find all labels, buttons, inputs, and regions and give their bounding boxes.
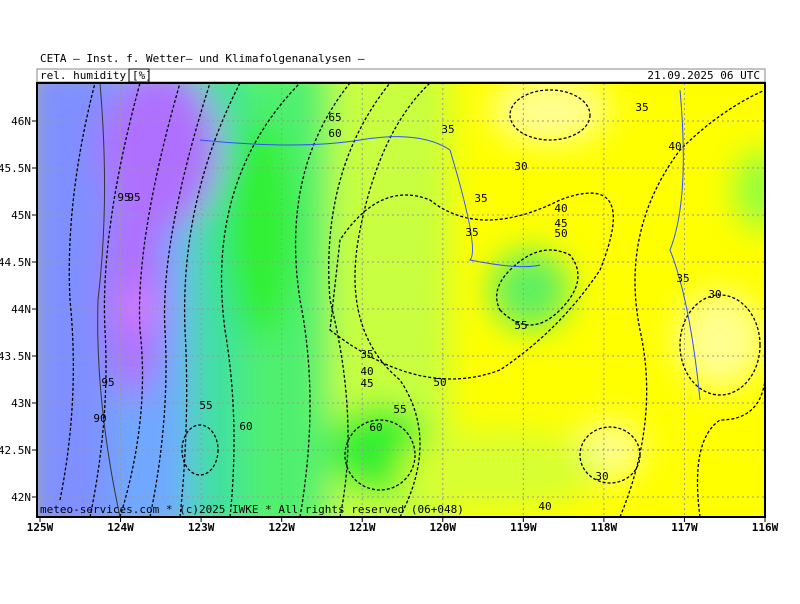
lat-label: 46N xyxy=(11,115,31,128)
lat-label: 42.5N xyxy=(0,444,31,457)
contour-label: 60 xyxy=(369,421,382,434)
contour-label: 90 xyxy=(93,412,106,425)
lon-label: 120W xyxy=(430,521,457,534)
contour-label: 60 xyxy=(239,420,252,433)
contour-label: 30 xyxy=(708,288,721,301)
lon-label: 125W xyxy=(27,521,54,534)
lon-label: 117W xyxy=(671,521,698,534)
contour-label: 65 xyxy=(328,111,341,124)
contour-label: 95 xyxy=(101,376,114,389)
lat-label: 45N xyxy=(11,209,31,222)
lat-label: 44N xyxy=(11,303,31,316)
contour-label: 60 xyxy=(328,127,341,140)
contour-label: 30 xyxy=(514,160,527,173)
contour-label: 55 xyxy=(199,399,212,412)
contour-label: 40 xyxy=(554,202,567,215)
contour-label: 95 xyxy=(117,191,130,204)
contour-label: 35 xyxy=(441,123,454,136)
lon-label: 116W xyxy=(752,521,779,534)
contour-label: 45 xyxy=(554,217,567,230)
contour-label: 35 xyxy=(465,226,478,239)
header-title: CETA – Inst. f. Wetter– und Klimafolgena… xyxy=(40,52,365,65)
map-frame xyxy=(36,82,766,518)
lon-label: 122W xyxy=(268,521,295,534)
lon-label: 118W xyxy=(591,521,618,534)
contour-label: 45 xyxy=(360,377,373,390)
contour-label: 35 xyxy=(360,348,373,361)
contour-label: 55 xyxy=(514,319,527,332)
contour-label: 30 xyxy=(595,470,608,483)
lon-label: 119W xyxy=(510,521,537,534)
contour-label: 50 xyxy=(554,227,567,240)
contour-label: 95 xyxy=(127,191,140,204)
copyright: meteo-services.com * (c)2025 IWKE * All … xyxy=(40,503,464,516)
lon-label: 123W xyxy=(188,521,215,534)
lat-label: 44.5N xyxy=(0,256,31,269)
contour-label: 35 xyxy=(676,272,689,285)
contour-label: 35 xyxy=(474,192,487,205)
contour-label: 35 xyxy=(635,101,648,114)
contour-label: 50 xyxy=(433,376,446,389)
lat-label: 45.5N xyxy=(0,162,31,175)
unit: [%] xyxy=(132,69,152,82)
lon-label: 124W xyxy=(107,521,134,534)
grid xyxy=(37,83,765,517)
lat-label: 43N xyxy=(11,397,31,410)
contour-label: 40 xyxy=(360,365,373,378)
contour-label: 55 xyxy=(393,403,406,416)
variable: rel. humidity xyxy=(40,69,126,82)
datetime: 21.09.2025 06 UTC xyxy=(647,69,760,82)
contour-label: 40 xyxy=(538,500,551,513)
lon-label: 121W xyxy=(349,521,376,534)
contour-label: 40 xyxy=(668,140,681,153)
lat-label: 43.5N xyxy=(0,350,31,363)
lat-label: 42N xyxy=(11,491,31,504)
